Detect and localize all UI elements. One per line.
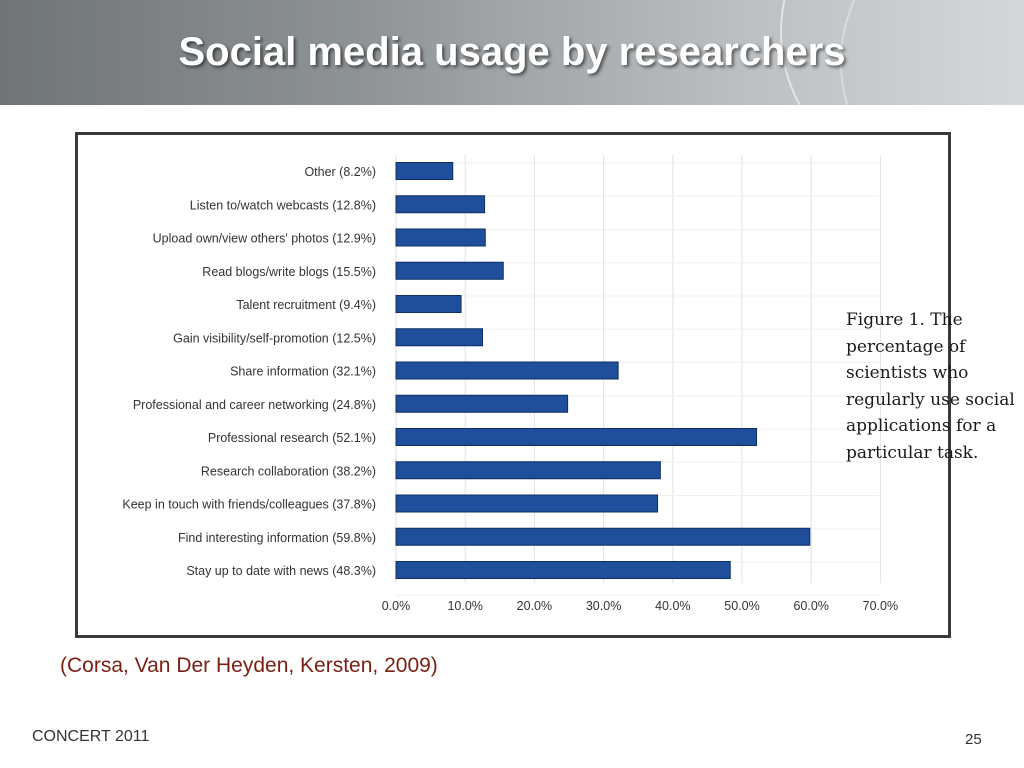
bar xyxy=(395,428,758,446)
bar xyxy=(395,261,504,280)
category-label: Gain visibility/self-promotion (12.5%) xyxy=(173,331,376,345)
category-label: Stay up to date with news (48.3%) xyxy=(186,564,376,578)
bar xyxy=(395,195,486,214)
x-tick-label: 30.0% xyxy=(586,599,621,613)
category-label: Find interesting information (59.8%) xyxy=(178,531,376,545)
bar xyxy=(395,461,661,480)
bar-chart: Other (8.2%) Listen to/watch webcasts (12… xyxy=(122,155,898,613)
x-tick-label: 10.0% xyxy=(447,599,482,613)
category-label: Other (8.2%) xyxy=(304,165,376,179)
bar xyxy=(395,361,619,380)
category-label: Professional research (52.1%) xyxy=(208,431,376,445)
figure-caption: Figure 1. The percentage of scientists w… xyxy=(846,310,1015,463)
x-tick-label: 0.0% xyxy=(382,599,411,613)
bar xyxy=(395,494,659,513)
header-decoration xyxy=(840,0,1024,105)
category-label: Keep in touch with friends/colleagues (3… xyxy=(122,498,376,512)
bar xyxy=(395,162,454,180)
category-label: Research collaboration (38.2%) xyxy=(201,464,376,478)
bar xyxy=(395,328,483,347)
x-tick-label: 70.0% xyxy=(863,599,898,613)
bar xyxy=(395,394,569,413)
category-label: Listen to/watch webcasts (12.8%) xyxy=(190,198,376,212)
x-tick-label: 40.0% xyxy=(655,599,690,613)
citation: (Corsa, Van Der Heyden, Kersten, 2009) xyxy=(60,654,438,677)
bar xyxy=(395,561,731,579)
category-label: Professional and career networking (24.8… xyxy=(133,398,376,412)
bar xyxy=(395,295,462,313)
bar xyxy=(395,228,486,247)
x-tick-label: 20.0% xyxy=(517,599,552,613)
page-number: 25 xyxy=(965,731,982,748)
footer-text: CONCERT 2011 xyxy=(32,728,150,745)
figure-frame: Other (8.2%) Listen to/watch webcasts (12… xyxy=(75,132,1015,638)
x-tick-label: 60.0% xyxy=(793,599,828,613)
category-label: Upload own/view others' photos (12.9%) xyxy=(153,232,376,246)
category-label: Share information (32.1%) xyxy=(230,365,376,379)
category-label: Talent recruitment (9.4%) xyxy=(236,298,376,312)
bar xyxy=(395,527,811,546)
slide-header xyxy=(0,0,1024,105)
header-decoration xyxy=(780,0,1024,105)
x-tick-label: 50.0% xyxy=(724,599,759,613)
slide-title: Social media usage by researchers xyxy=(178,30,846,74)
category-label: Read blogs/write blogs (15.5%) xyxy=(202,265,376,279)
